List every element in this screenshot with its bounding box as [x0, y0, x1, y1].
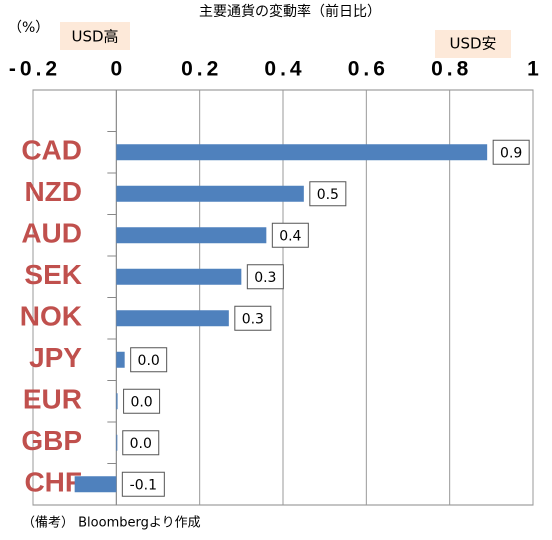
- bar: [116, 144, 488, 161]
- bar: [116, 310, 229, 327]
- y-tick-label: JPY: [29, 342, 82, 373]
- bar: [116, 185, 304, 202]
- unit-label: （%）: [8, 20, 49, 36]
- chart-title: 主要通貨の変動率（前日比）: [199, 3, 381, 20]
- bar: [116, 227, 267, 244]
- x-tick-label: 0.8: [431, 58, 472, 81]
- value-label-box: [271, 222, 309, 248]
- bar: [116, 268, 242, 285]
- y-tick-label: CHF: [24, 467, 82, 498]
- value-label-box: [492, 139, 530, 165]
- y-tick-label: CAD: [21, 135, 82, 166]
- y-tick-label: EUR: [23, 384, 82, 415]
- bar: [116, 393, 118, 410]
- y-tick-label: GBP: [21, 425, 82, 456]
- value-label-box: [246, 264, 284, 290]
- value-label: 0.9: [500, 145, 522, 161]
- y-tick-label: AUD: [21, 218, 82, 249]
- bar: [116, 351, 125, 368]
- x-tick-label: 0.2: [181, 58, 222, 81]
- value-label-box: [122, 430, 160, 456]
- value-label: 0.0: [138, 353, 160, 369]
- x-tick-label: 1: [527, 58, 543, 81]
- note: （備考） Bloombergより作成: [22, 515, 201, 531]
- value-label: -0.1: [130, 477, 157, 493]
- x-tick-label: 0.4: [264, 58, 305, 81]
- y-tick-label: SEK: [24, 259, 82, 290]
- x-tick-label: 0: [110, 58, 126, 81]
- y-tick-label: NOK: [20, 301, 82, 332]
- bar: [74, 476, 117, 493]
- annotation: USD安: [449, 35, 496, 53]
- value-label: 0.0: [130, 394, 152, 410]
- value-label: 0.3: [254, 270, 276, 286]
- annotation-box: [435, 30, 511, 58]
- value-label-box: [234, 305, 272, 331]
- value-label: 0.5: [317, 187, 339, 203]
- value-label-box: [309, 181, 347, 207]
- value-label: 0.4: [279, 228, 301, 244]
- value-label-box: [123, 388, 161, 414]
- value-label: 0.3: [242, 311, 264, 327]
- value-label-box: [121, 471, 165, 497]
- annotation: USD高: [71, 28, 118, 46]
- value-label-box: [130, 347, 168, 373]
- x-tick-label: -0.2: [9, 58, 61, 81]
- value-label: 0.0: [130, 436, 152, 452]
- annotation-box: [60, 22, 130, 50]
- x-tick-label: 0.6: [348, 58, 389, 81]
- bar: [116, 434, 118, 451]
- y-tick-label: NZD: [24, 176, 82, 207]
